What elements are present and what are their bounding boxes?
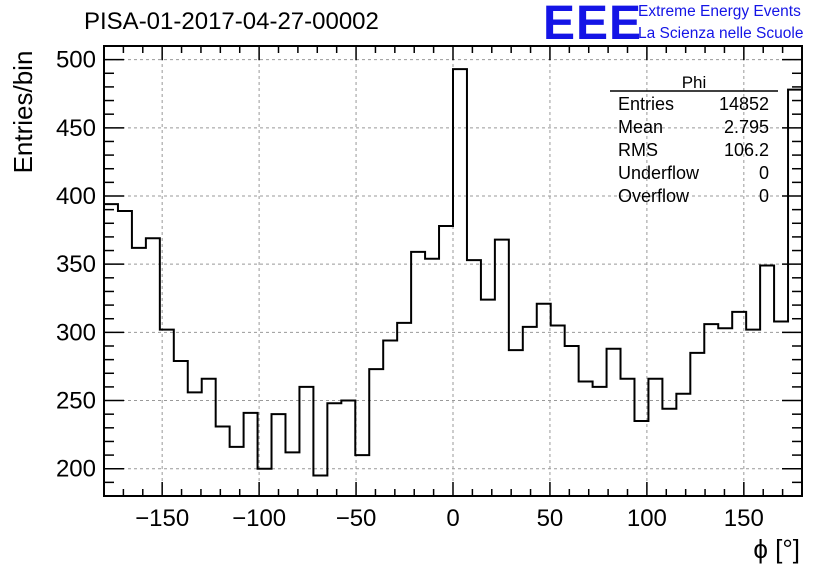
stats-box: Phi Entries 14852 Mean 2.795 RMS 106.2 Underfl… — [610, 73, 778, 206]
histogram-series — [104, 68, 802, 477]
stats-box-title: Phi — [682, 73, 707, 92]
y-tick-label: 200 — [56, 456, 96, 483]
x-tick-label: 150 — [724, 505, 764, 532]
stats-box-rows: Entries 14852 Mean 2.795 RMS 106.2 Underflow 0 O… — [618, 94, 769, 206]
y-tick-label: 400 — [56, 183, 96, 210]
y-tick-label: 350 — [56, 251, 96, 278]
stats-row-label: Underflow — [618, 163, 700, 183]
eee-logo: EEE — [543, 0, 643, 50]
y-axis: 200 250 300 350 400 450 500 — [56, 47, 802, 484]
stats-row-value: 14852 — [719, 94, 769, 114]
stats-row-label: Overflow — [618, 186, 690, 206]
stats-row-value: 106.2 — [724, 140, 769, 160]
logo-subtitle-line1: Extreme Energy Events — [638, 3, 801, 20]
x-tick-label: −100 — [232, 505, 286, 532]
stats-row-value: 2.795 — [724, 117, 769, 137]
x-tick-label: 50 — [537, 505, 564, 532]
x-tick-label: 0 — [446, 505, 459, 532]
y-tick-label: 500 — [56, 47, 96, 74]
logo-subtitle-line2: La Scienza nelle Scuole — [638, 25, 804, 42]
x-tick-label: −150 — [135, 505, 189, 532]
x-tick-label: −50 — [336, 505, 377, 532]
y-tick-label: 250 — [56, 388, 96, 415]
chart-title: PISA-01-2017-04-27-00002 — [84, 8, 379, 35]
stats-row-label: Entries — [618, 94, 674, 114]
x-axis: −150 −100 −50 0 50 100 150 — [122, 46, 784, 532]
stats-row-label: Mean — [618, 117, 663, 137]
y-tick-label: 450 — [56, 115, 96, 142]
stats-row-value: 0 — [759, 186, 769, 206]
y-tick-label: 300 — [56, 319, 96, 346]
x-axis-label: ϕ [°] — [753, 534, 800, 564]
y-axis-label: Entries/bin — [8, 51, 38, 174]
x-tick-label: 100 — [627, 505, 667, 532]
stats-row-value: 0 — [759, 163, 769, 183]
stats-row-label: RMS — [618, 140, 658, 160]
